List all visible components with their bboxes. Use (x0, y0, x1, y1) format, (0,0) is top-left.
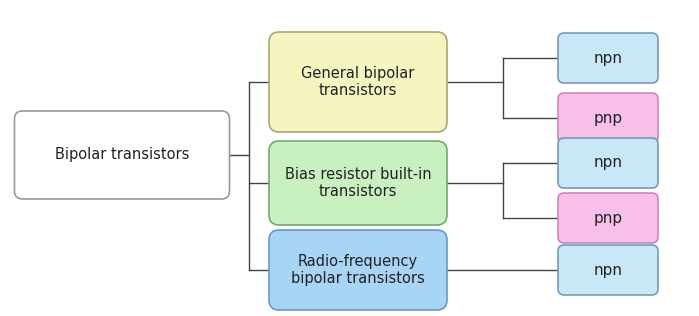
FancyBboxPatch shape (269, 141, 447, 225)
FancyBboxPatch shape (558, 138, 658, 188)
FancyBboxPatch shape (558, 93, 658, 143)
Text: npn: npn (593, 155, 623, 171)
Text: npn: npn (593, 263, 623, 277)
FancyBboxPatch shape (558, 33, 658, 83)
FancyBboxPatch shape (558, 193, 658, 243)
Text: Bias resistor built-in
transistors: Bias resistor built-in transistors (284, 167, 431, 199)
FancyBboxPatch shape (269, 230, 447, 310)
FancyBboxPatch shape (558, 245, 658, 295)
FancyBboxPatch shape (269, 32, 447, 132)
FancyBboxPatch shape (15, 111, 229, 199)
Text: pnp: pnp (593, 210, 623, 226)
Text: Bipolar transistors: Bipolar transistors (55, 148, 189, 162)
Text: npn: npn (593, 51, 623, 65)
Text: General bipolar
transistors: General bipolar transistors (301, 66, 415, 98)
Text: pnp: pnp (593, 111, 623, 125)
Text: Radio-frequency
bipolar transistors: Radio-frequency bipolar transistors (291, 254, 425, 286)
